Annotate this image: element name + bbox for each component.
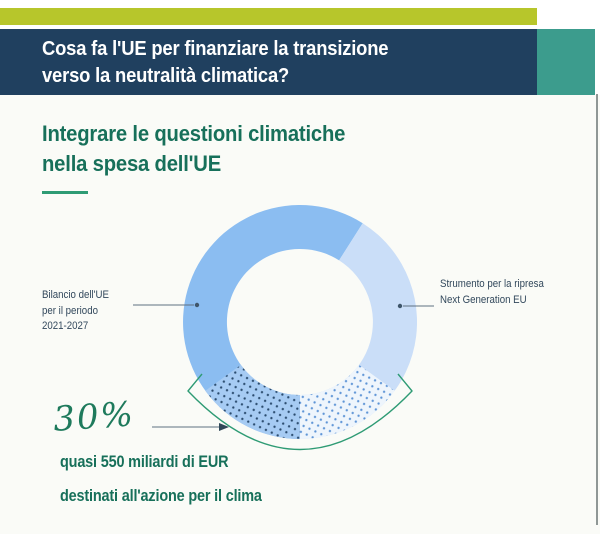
highlight-percentage: 30% [52,394,137,440]
heading-underline-dash [42,191,88,194]
segment-label-ngeu-line-1: Strumento per la ripresa [440,278,544,290]
header-title-line-1: Cosa fa l'UE per finanziare la transizio… [42,38,389,60]
highlight-bracket [187,373,413,451]
donut-segment-ngeu [300,223,417,439]
section-heading-line-1: Integrare le questioni climatiche [42,121,346,146]
segment-label-eu-budget-line-3: 2021-2027 [42,320,89,332]
donut-highlight-dotted-left [205,364,300,439]
segment-label-ngeu-line-2: Next Generation EU [440,294,527,306]
callout-arrowhead-icon [219,423,229,431]
background-panel [0,95,600,534]
segment-label-eu-budget: Bilancio dell'UE per il periodo 2021-202… [42,288,109,335]
highlight-description-line-1: quasi 550 miliardi di EUR [60,452,229,471]
page-right-edge-line [596,94,598,525]
donut-highlight-dotted-right [300,364,395,439]
highlight-description-line-2: destinati all'azione per il clima [60,486,262,505]
top-accent-bar [0,8,537,25]
header-title: Cosa fa l'UE per finanziare la transizio… [42,36,389,90]
donut-chart [183,205,417,439]
section-heading-line-2: nella spesa dell'UE [42,151,222,176]
segment-label-eu-budget-line-1: Bilancio dell'UE [42,289,109,301]
section-heading: Integrare le questioni climatiche nella … [42,119,345,179]
right-leader-dot [397,303,403,309]
segment-label-ngeu: Strumento per la ripresa Next Generation… [440,276,544,308]
left-leader-dot [194,302,200,308]
segment-label-eu-budget-line-2: per il periodo [42,304,98,317]
header-banner: Cosa fa l'UE per finanziare la transizio… [0,29,537,95]
teal-accent-block [537,29,595,95]
header-title-line-2: verso la neutralità climatica? [42,65,290,87]
